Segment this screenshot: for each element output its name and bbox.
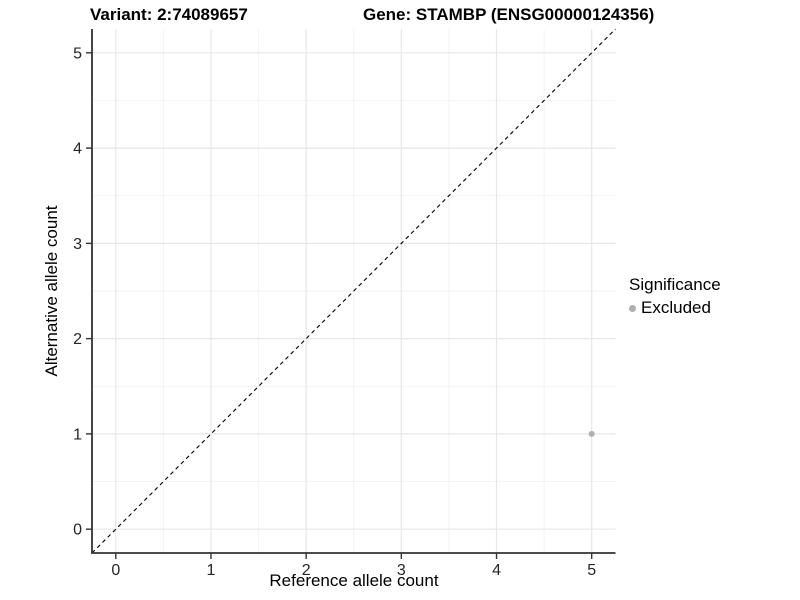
x-tick-label: 3 — [397, 562, 406, 579]
variant-title: Variant: 2:74089657 — [90, 5, 248, 24]
y-axis-title: Alternative allele count — [42, 205, 61, 377]
legend: Significance Excluded — [629, 275, 721, 318]
legend-title: Significance — [629, 275, 721, 294]
x-tick-label: 0 — [111, 562, 120, 579]
y-tick-label: 0 — [73, 522, 82, 539]
data-point — [588, 430, 595, 437]
y-tick-label: 4 — [73, 141, 82, 158]
identity-reference-line — [91, 28, 616, 554]
gene-title: Gene: STAMBP (ENSG00000124356) — [363, 5, 655, 24]
legend-item-label: Excluded — [641, 298, 711, 317]
x-tick-label: 5 — [587, 562, 596, 579]
x-tick-label: 4 — [492, 562, 501, 579]
y-tick-label: 3 — [73, 236, 82, 253]
x-axis-title: Reference allele count — [269, 571, 439, 590]
y-tick-label: 2 — [73, 331, 82, 348]
y-tick-label: 1 — [73, 426, 82, 443]
x-tick-label: 1 — [207, 562, 216, 579]
x-tick-label: 2 — [302, 562, 311, 579]
legend-item-excluded: Excluded — [629, 298, 721, 318]
y-tick-label: 5 — [73, 45, 82, 62]
excluded-point-icon — [629, 304, 636, 312]
